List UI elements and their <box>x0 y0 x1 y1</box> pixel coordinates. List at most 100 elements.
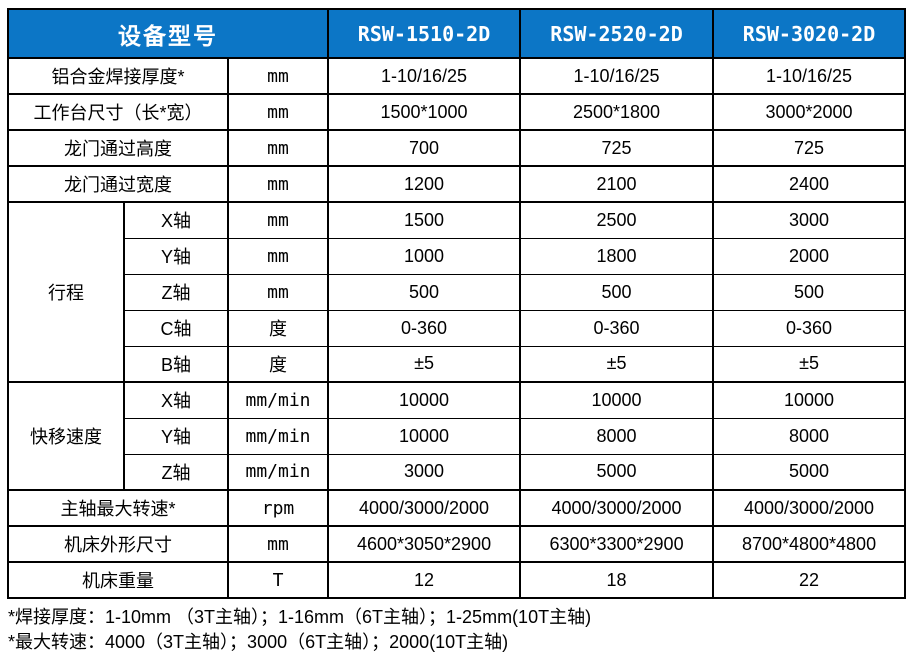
unit-cell: mm <box>226 129 330 167</box>
value-cell: 8000 <box>712 417 907 455</box>
unit-cell: mm <box>226 93 330 131</box>
unit-cell: mm/min <box>226 381 330 419</box>
value-cell: 1-10/16/25 <box>712 57 907 95</box>
value-cell: 3000*2000 <box>712 93 907 131</box>
unit-cell: mm/min <box>226 453 330 491</box>
unit-cell: 度 <box>226 309 330 347</box>
axis-label: C轴 <box>123 309 229 347</box>
value-cell: 3000 <box>327 453 522 491</box>
spec-table: 设备型号 RSW-1510-2D RSW-2520-2D RSW-3020-2D… <box>6 8 907 599</box>
row-machine-dimensions: 机床外形尺寸 mm 4600*3050*2900 6300*3300*2900 … <box>7 525 907 563</box>
value-cell: 1000 <box>327 237 522 275</box>
value-cell: 10000 <box>519 381 715 419</box>
value-cell: ±5 <box>712 345 907 383</box>
row-travel-c: C轴 度 0-360 0-360 0-360 <box>8 309 907 347</box>
unit-cell: 度 <box>226 345 330 383</box>
row-label: 龙门通过高度 <box>7 129 229 167</box>
row-rapid-y: Y轴 mm/min 10000 8000 8000 <box>8 417 907 455</box>
value-cell: 4000/3000/2000 <box>712 489 907 527</box>
unit-cell: mm <box>226 201 330 239</box>
value-cell: 1800 <box>519 237 715 275</box>
row-label: 机床重量 <box>7 561 229 599</box>
row-label: 主轴最大转速* <box>7 489 229 527</box>
axis-label: Y轴 <box>123 237 229 275</box>
value-cell: 18 <box>519 561 715 599</box>
value-cell: ±5 <box>327 345 522 383</box>
axis-label: X轴 <box>123 381 229 419</box>
unit-cell: T <box>226 561 330 599</box>
value-cell: 0-360 <box>327 309 522 347</box>
axis-label: X轴 <box>123 201 229 239</box>
value-cell: 1500*1000 <box>327 93 522 131</box>
unit-cell: mm <box>226 273 330 311</box>
header-row: 设备型号 RSW-1510-2D RSW-2520-2D RSW-3020-2D <box>6 8 907 59</box>
value-cell: 0-360 <box>519 309 715 347</box>
value-cell: 4000/3000/2000 <box>519 489 715 527</box>
axis-label: Z轴 <box>123 453 229 491</box>
row-spindle-max-speed: 主轴最大转速* rpm 4000/3000/2000 4000/3000/200… <box>7 489 907 527</box>
value-cell: 3000 <box>712 201 907 239</box>
value-cell: 8000 <box>519 417 715 455</box>
header-device-model-label: 设备型号 <box>6 8 330 59</box>
footnote-max-speed: *最大转速：4000（3T主轴）；3000（6T主轴）；2000(10T主轴) <box>8 632 509 652</box>
row-weld-thickness: 铝合金焊接厚度* mm 1-10/16/25 1-10/16/25 1-10/1… <box>7 57 907 95</box>
footnotes: *焊接厚度：1-10mm （3T主轴）；1-16mm（6T主轴）；1-25mm(… <box>8 605 591 655</box>
value-cell: 700 <box>327 129 522 167</box>
header-model-1: RSW-1510-2D <box>327 8 522 59</box>
value-cell: 500 <box>519 273 715 311</box>
value-cell: 5000 <box>712 453 907 491</box>
unit-cell: mm <box>226 237 330 275</box>
row-gantry-height: 龙门通过高度 mm 700 725 725 <box>7 129 907 167</box>
row-travel-b: B轴 度 ±5 ±5 ±5 <box>8 345 907 383</box>
value-cell: 12 <box>327 561 522 599</box>
row-travel-x: 行程 X轴 mm 1500 2500 3000 <box>7 201 907 383</box>
value-cell: 725 <box>712 129 907 167</box>
value-cell: 10000 <box>712 381 907 419</box>
unit-cell: mm <box>226 525 330 563</box>
group-label-travel: 行程 <box>7 201 125 383</box>
value-cell: 725 <box>519 129 715 167</box>
value-cell: 1200 <box>327 165 522 203</box>
row-label: 工作台尺寸（长*宽） <box>7 93 229 131</box>
value-cell: 1-10/16/25 <box>327 57 522 95</box>
value-cell: 1500 <box>327 201 522 239</box>
unit-cell: mm <box>226 165 330 203</box>
row-rapid-x: 快移速度 X轴 mm/min 10000 10000 10000 <box>7 381 907 491</box>
value-cell: 8700*4800*4800 <box>712 525 907 563</box>
row-machine-weight: 机床重量 T 12 18 22 <box>7 561 907 599</box>
row-travel-y: Y轴 mm 1000 1800 2000 <box>8 237 907 275</box>
value-cell: 2000 <box>712 237 907 275</box>
row-label: 机床外形尺寸 <box>7 525 229 563</box>
footnote-weld-thickness: *焊接厚度：1-10mm （3T主轴）；1-16mm（6T主轴）；1-25mm(… <box>8 607 592 627</box>
value-cell: 0-360 <box>712 309 907 347</box>
value-cell: 500 <box>712 273 907 311</box>
header-model-3: RSW-3020-2D <box>712 8 907 59</box>
axis-label: B轴 <box>123 345 229 383</box>
value-cell: 2100 <box>519 165 715 203</box>
value-cell: 5000 <box>519 453 715 491</box>
value-cell: 2400 <box>712 165 907 203</box>
row-label: 铝合金焊接厚度* <box>7 57 229 95</box>
row-travel-z: Z轴 mm 500 500 500 <box>8 273 907 311</box>
header-model-2: RSW-2520-2D <box>519 8 715 59</box>
value-cell: 500 <box>327 273 522 311</box>
value-cell: 1-10/16/25 <box>519 57 715 95</box>
unit-cell: mm <box>226 57 330 95</box>
row-rapid-z: Z轴 mm/min 3000 5000 5000 <box>8 453 907 491</box>
value-cell: 22 <box>712 561 907 599</box>
group-label-rapid-speed: 快移速度 <box>7 381 125 491</box>
value-cell: 4600*3050*2900 <box>327 525 522 563</box>
value-cell: 6300*3300*2900 <box>519 525 715 563</box>
row-gantry-width: 龙门通过宽度 mm 1200 2100 2400 <box>7 165 907 203</box>
value-cell: 10000 <box>327 381 522 419</box>
axis-label: Z轴 <box>123 273 229 311</box>
axis-label: Y轴 <box>123 417 229 455</box>
value-cell: 2500 <box>519 201 715 239</box>
value-cell: 2500*1800 <box>519 93 715 131</box>
row-label: 龙门通过宽度 <box>7 165 229 203</box>
unit-cell: mm/min <box>226 417 330 455</box>
value-cell: 4000/3000/2000 <box>327 489 522 527</box>
value-cell: ±5 <box>519 345 715 383</box>
row-table-size: 工作台尺寸（长*宽） mm 1500*1000 2500*1800 3000*2… <box>7 93 907 131</box>
